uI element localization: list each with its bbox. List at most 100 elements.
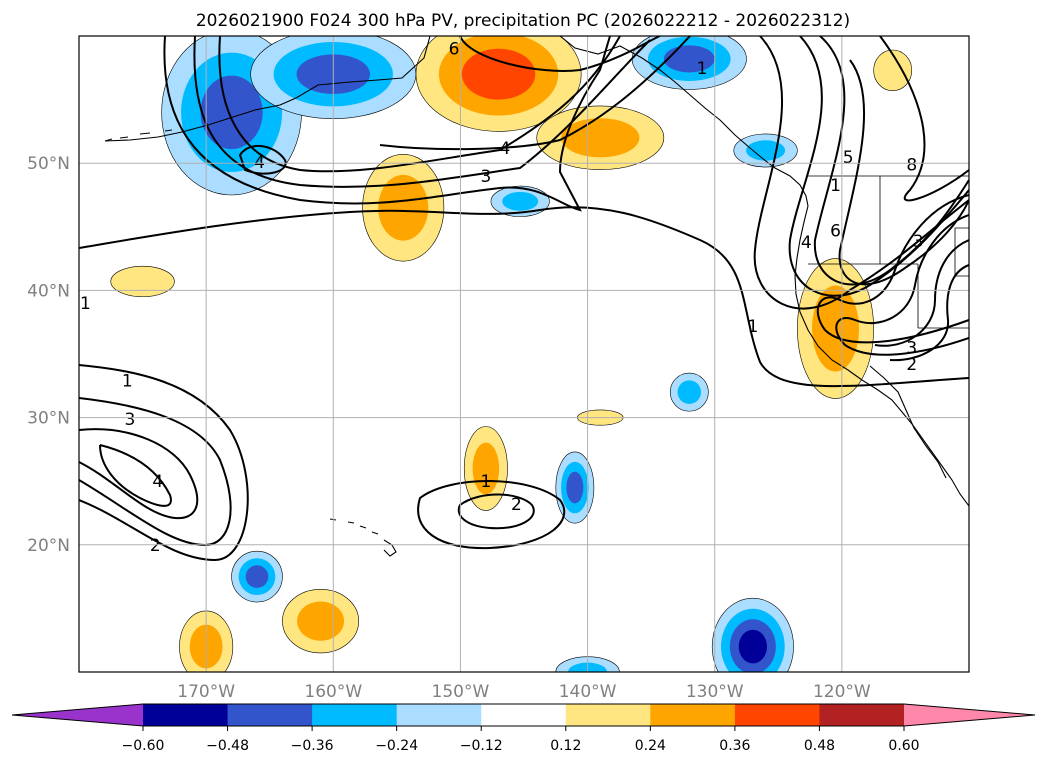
pv-contour-label: 1 (80, 294, 91, 314)
longitude-tick-label: 120°W (813, 682, 871, 702)
precip-anomaly-level (502, 191, 539, 211)
alaska-panhandle-bc-coast (559, 36, 809, 207)
pv-contour-west-1 (79, 364, 249, 562)
precip-anomaly-area (282, 589, 360, 654)
latitude-tick-labels: 50°N 40°N 30°N 20°N (27, 154, 70, 556)
pv-contour-west-3 (79, 397, 232, 547)
precip-anomaly-level (561, 118, 640, 158)
state-borders (808, 175, 969, 329)
precip-anomaly-area (631, 36, 747, 90)
precip-anomaly-area (415, 36, 582, 132)
precip-anomaly-area (490, 185, 550, 217)
precip-anomaly-area (555, 451, 595, 524)
pv-contour-label: 4 (152, 472, 163, 492)
precip-anomaly-level (200, 75, 263, 150)
aleutian-islands (104, 129, 173, 142)
pv-contour-label: 2 (150, 536, 161, 556)
pv-contour-label: 1 (480, 472, 491, 492)
pv-contour-label: 3 (906, 339, 917, 359)
pv-contour-ne-8 (879, 36, 969, 202)
pv-contour-trough-b (835, 214, 969, 356)
colorbar-segment (819, 704, 905, 726)
pv-contour-label: 4 (801, 233, 812, 253)
pv-contour-north-3 (218, 36, 621, 173)
longitude-tick-label: 140°W (559, 682, 617, 702)
colorbar-segment (227, 704, 313, 726)
us-west-coast (794, 205, 969, 507)
precip-anomaly-level (461, 48, 536, 100)
longitude-tick-label: 170°W (177, 682, 235, 702)
colorbar-tick-label: 0.24 (635, 738, 666, 754)
longitude-tick-label: 150°W (432, 682, 490, 702)
precip-anomaly-area (733, 133, 798, 168)
pv-contour-4-upper (379, 36, 691, 151)
pv-contour-west-4 (79, 428, 199, 520)
colorbar-tick-label: 0.48 (804, 738, 835, 754)
colorbar-segment (565, 704, 651, 726)
colorbar-tick-label: −0.24 (375, 738, 418, 754)
precip-anomaly-area (362, 153, 445, 262)
colorbar-tick-label: 0.12 (550, 738, 581, 754)
pv-contour-north-1 (163, 36, 611, 212)
precip-anomaly-level (378, 174, 429, 241)
precip-anomaly-level (677, 380, 702, 404)
pv-contour-label: 2 (906, 355, 917, 375)
colorbar-tick-label: −0.48 (206, 738, 249, 754)
longitude-tick-label: 160°W (304, 682, 362, 702)
pv-contour-label: 6 (449, 40, 460, 60)
latitude-tick-label: 20°N (27, 536, 70, 556)
colorbar-tick-labels: −0.60 −0.48 −0.36 −0.24 −0.12 0.12 0.24 0.36 0.4… (122, 726, 920, 754)
pv-contour-label: 8 (906, 155, 917, 175)
pv-contour-label: 3 (480, 167, 491, 187)
pv-contours (79, 36, 969, 562)
pv-contour-label: 6 (830, 222, 841, 242)
precip-anomaly-area (463, 426, 508, 511)
latitude-tick-label: 50°N (27, 154, 70, 174)
precip-anomaly-level (566, 471, 584, 504)
pv-contour-closed-4 (238, 145, 287, 175)
map-gridlines (79, 36, 969, 672)
pv-contour-north-2 (193, 36, 651, 188)
colorbar-segment (481, 704, 567, 726)
longitude-tick-label: 130°W (686, 682, 744, 702)
colorbar-tick-label: −0.12 (460, 738, 503, 754)
colorbar-segment (650, 704, 736, 726)
colorbar-segment (143, 704, 229, 726)
pv-contour-west-2 (99, 444, 172, 507)
precip-anomaly-level (110, 265, 175, 298)
chart-title: 2026021900 F024 300 hPa PV, precipitatio… (196, 11, 850, 31)
pv-contour-label: 1 (830, 176, 841, 196)
precip-anomaly-level (663, 45, 715, 73)
pv-contour-ridge-4 (838, 59, 969, 286)
pv-contour-label: 1 (697, 59, 708, 79)
pv-contour-label: 3 (124, 410, 135, 430)
pv-contour-label: 1 (122, 372, 133, 392)
pv-contour-label: 3 (913, 232, 924, 252)
colorbar-tick-label: −0.60 (122, 738, 165, 754)
colorbar-tick-label: 0.36 (719, 738, 750, 754)
colorbar-tick-label: 0.60 (888, 738, 919, 754)
precip-anomaly-area (110, 265, 175, 298)
precip-anomaly-level (873, 49, 913, 91)
pv-contour-label: 1 (747, 317, 758, 337)
precip-anomaly-level (738, 629, 768, 664)
colorbar-segment (396, 704, 482, 726)
latitude-tick-label: 30°N (27, 409, 70, 429)
precip-anomaly-area (711, 597, 794, 672)
precip-anomaly-level (245, 565, 269, 588)
pv-contour-label: 2 (511, 495, 522, 515)
baja-coast (869, 365, 947, 479)
pv-contour-central-2 (457, 493, 535, 530)
pv-contour-trough-c (874, 239, 969, 347)
colorbar-segment (312, 704, 398, 726)
pv-contour-label: 4 (500, 139, 511, 159)
colorbar-extend-low (12, 704, 143, 726)
pv-contour-6-upper (459, 36, 661, 72)
pv-contour-1-main (79, 206, 969, 388)
pv-contour-ridge-1 (753, 36, 969, 310)
pv-contour-ridge-3 (813, 36, 969, 286)
map-frame (78, 35, 970, 673)
pv-contour-trough-a (816, 194, 969, 344)
